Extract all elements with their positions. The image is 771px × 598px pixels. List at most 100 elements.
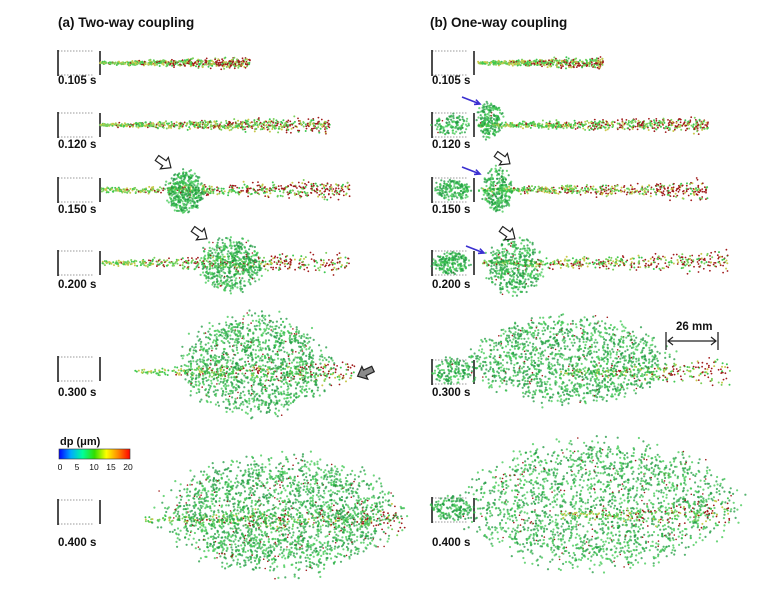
spray-particle (300, 123, 303, 126)
cloud-particle (234, 366, 237, 369)
cloud-particle (233, 257, 236, 260)
cloud-particle (171, 186, 174, 189)
spray-particle (281, 187, 283, 190)
cloud-particle (290, 384, 293, 387)
cloud-particle (239, 404, 242, 407)
cloud-particle (267, 406, 270, 409)
spray-particle (300, 195, 303, 198)
spray-particle (162, 122, 164, 125)
cloud-particle (280, 414, 283, 417)
spray-particle (223, 365, 225, 368)
spray-particle (240, 121, 242, 123)
cloud-particle (247, 389, 250, 392)
spray-particle (275, 119, 278, 122)
cloud-particle (185, 206, 188, 210)
cloud-particle (246, 405, 249, 408)
spray-particle (259, 186, 262, 189)
cloud-particle (274, 364, 277, 367)
cloud-particle (201, 381, 205, 384)
cloud-particle (244, 372, 247, 375)
spray-particle (279, 519, 282, 522)
cloud-particle (180, 365, 183, 368)
spray-particle (323, 198, 326, 201)
spray-particle (286, 254, 289, 257)
cloud-particle (300, 334, 303, 338)
cloud-particle (285, 381, 288, 384)
cloud-particle (194, 189, 197, 192)
spray-particle (166, 259, 169, 262)
spray-particle (333, 266, 336, 269)
cloud-particle (180, 193, 183, 196)
cloud-particle (234, 400, 237, 403)
spray-particle (234, 63, 237, 65)
spray-particle (247, 195, 250, 198)
spray-particle (244, 63, 247, 65)
cloud-particle (218, 282, 221, 285)
spray-particle (331, 259, 334, 261)
cloud-particle (261, 402, 264, 405)
cloud-particle (286, 391, 289, 394)
spray-particle (273, 183, 276, 186)
cloud-particle (231, 383, 234, 386)
spray-particle (152, 188, 155, 191)
spray-particle (347, 369, 349, 371)
spray-particle (311, 189, 314, 192)
spray-particle (321, 196, 324, 199)
cloud-particle (227, 250, 230, 253)
spray-particle (266, 188, 269, 191)
spray-particle (204, 121, 207, 124)
spray-particle (337, 267, 340, 270)
cloud-particle (299, 389, 302, 392)
cloud-particle (285, 397, 288, 400)
cloud-particle (213, 280, 216, 283)
vortex-arrow-a (190, 225, 208, 241)
cloud-particle (278, 310, 281, 313)
cloud-particle (253, 277, 256, 280)
spray-particle (277, 269, 280, 271)
cloud-particle (278, 399, 281, 402)
spray-particle (265, 124, 268, 126)
spray-particle (205, 59, 208, 62)
cloud-particle (289, 402, 292, 405)
spray-particle (100, 62, 103, 64)
cloud-particle (210, 261, 213, 264)
spray-particle (180, 368, 183, 370)
cloud-particle (215, 246, 219, 249)
spray-particle (158, 263, 161, 266)
cloud-particle (259, 410, 262, 413)
spray-particle (236, 186, 239, 189)
spray-particle (200, 61, 203, 64)
spray-particle (185, 123, 188, 126)
cloud-particle (189, 376, 193, 379)
spray-particle (204, 125, 206, 127)
spray-particle (281, 195, 284, 198)
cloud-particle (247, 261, 251, 264)
cloud-particle (181, 181, 185, 184)
spray-particle (135, 125, 138, 128)
cloud-particle (213, 377, 216, 380)
cloud-particle (253, 250, 256, 253)
cloud-particle (272, 378, 276, 381)
spray-particle (268, 189, 271, 192)
spray-particle (337, 198, 340, 201)
cloud-particle (219, 276, 222, 279)
spray-particle (144, 516, 147, 519)
cloud-particle (231, 316, 234, 319)
spray-particle (221, 64, 224, 67)
cloud-particle (291, 371, 294, 375)
cloud-particle (215, 249, 218, 252)
cloud-particle (242, 261, 245, 264)
spray-particle (310, 185, 313, 188)
cloud-particle (235, 361, 238, 364)
spray-particle (268, 260, 271, 263)
cloud-particle (214, 329, 217, 332)
cloud-particle (251, 358, 254, 361)
spray-particle (290, 259, 293, 261)
cloud-particle (267, 379, 270, 382)
cloud-particle (239, 394, 242, 397)
cloud-particle (283, 376, 286, 379)
spray-particle (328, 193, 330, 195)
spray-particle (336, 184, 339, 187)
cloud-particle (226, 407, 229, 410)
cloud-particle (217, 271, 220, 274)
